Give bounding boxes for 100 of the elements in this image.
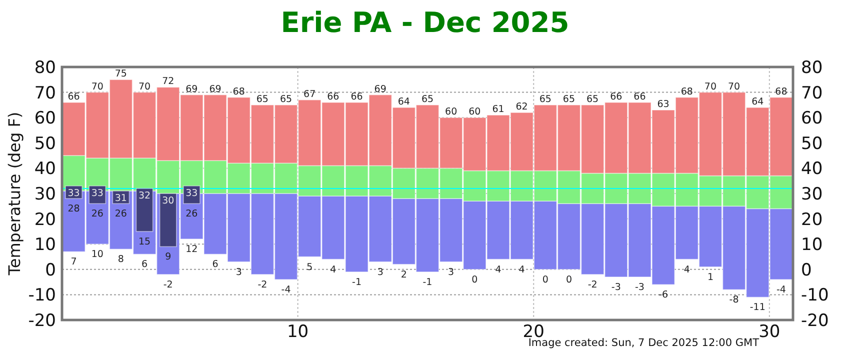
y2-tick-label: 70 (801, 83, 823, 104)
annotation: 8 (118, 254, 124, 266)
annotation: 26 (91, 208, 104, 220)
annotation: -2 (588, 279, 598, 290)
data-label: 66 (327, 91, 340, 102)
data-label: 64 (752, 96, 764, 108)
data-label: 70 (704, 81, 717, 92)
data-label: 65 (586, 94, 599, 105)
data-label: 66 (634, 91, 646, 102)
annotation: -4 (776, 284, 786, 296)
data-label: 32 (138, 190, 151, 202)
annotation: 4 (330, 264, 336, 276)
data-label: 65 (539, 94, 552, 105)
annotation: 6 (142, 259, 148, 270)
data-label: 62 (516, 102, 528, 113)
data-label: 31 (114, 192, 127, 204)
y-tick-label: 10 (34, 235, 56, 256)
y2-tick-label: -20 (801, 311, 829, 331)
data-label: 68 (680, 86, 693, 98)
annotation: 9 (165, 252, 172, 263)
annotation: -2 (258, 279, 268, 290)
annotation: -3 (611, 282, 621, 293)
y-tick-label: 0 (45, 260, 56, 280)
annotation: 4 (495, 264, 502, 276)
data-label: 33 (91, 188, 104, 199)
annotation: 0 (472, 274, 478, 286)
annotation: 26 (114, 208, 127, 220)
data-label: 65 (562, 94, 576, 105)
data-label: 33 (186, 188, 198, 199)
annotation: 3 (448, 266, 454, 278)
y2-tick-label: 0 (801, 260, 812, 280)
annotation: 10 (91, 249, 104, 260)
y-tick-label: -10 (28, 286, 56, 306)
data-label: 66 (350, 91, 363, 102)
annotation: 5 (306, 262, 313, 273)
data-label: 68 (232, 86, 245, 98)
annotation: 4 (518, 264, 525, 276)
annotation: 0 (542, 274, 548, 286)
annotation: 26 (186, 208, 198, 220)
data-label: 70 (91, 81, 104, 92)
data-label: 75 (114, 68, 127, 80)
data-label: 33 (68, 188, 80, 199)
data-label: 67 (304, 88, 316, 100)
y2-tick-label: -10 (801, 286, 829, 306)
data-label: 64 (398, 96, 410, 108)
data-label: 72 (162, 76, 174, 88)
y-axis-title: Temperature (deg F) (5, 112, 24, 276)
data-label: 68 (775, 86, 788, 98)
data-label: 69 (186, 84, 198, 95)
data-label: 60 (445, 106, 458, 118)
y2-tick-label: 60 (801, 108, 823, 129)
data-label: 65 (256, 94, 268, 105)
annotation: -1 (352, 276, 362, 288)
annotation: -4 (281, 284, 291, 296)
annotation: -6 (658, 290, 668, 301)
data-label: 66 (610, 91, 622, 102)
y2-tick-label: 20 (801, 210, 823, 230)
y2-tick-label: 40 (801, 159, 823, 180)
y2-tick-label: 10 (801, 235, 823, 256)
data-label: 65 (421, 94, 434, 105)
x-tick-label: 30 (758, 322, 780, 342)
annotation: -2 (163, 279, 173, 290)
annotation: -3 (634, 282, 644, 293)
annotation: 15 (138, 236, 151, 248)
y2-tick-label: 50 (801, 134, 823, 154)
y-tick-label: 30 (34, 184, 56, 204)
annotation: 28 (68, 204, 80, 215)
y-tick-label: 40 (34, 159, 56, 180)
annotation: 12 (186, 244, 198, 256)
data-label: 63 (657, 99, 670, 110)
data-label: 61 (492, 104, 504, 116)
annotation: 4 (684, 264, 690, 276)
chart-title: Erie PA - Dec 2025 (280, 6, 570, 39)
annotation: 7 (70, 256, 77, 268)
data-label: 70 (138, 81, 151, 92)
data-label: 66 (68, 91, 80, 102)
annotation: 2 (400, 269, 407, 280)
y-tick-label: 20 (34, 210, 56, 230)
annotation: -1 (422, 276, 432, 288)
x-tick-label: 10 (286, 322, 309, 342)
annotation: 0 (566, 274, 572, 286)
annotation: 6 (212, 259, 218, 270)
annotation: 3 (236, 266, 242, 278)
annotation: -11 (750, 302, 766, 314)
annotation: 1 (707, 272, 714, 283)
y2-tick-label: 30 (801, 184, 823, 204)
y-tick-label: 50 (34, 134, 56, 154)
y-tick-label: 70 (34, 83, 56, 104)
y-tick-label: 60 (34, 108, 56, 129)
data-label: 69 (374, 84, 386, 95)
y2-tick-label: 80 (801, 58, 823, 78)
data-label: 65 (280, 94, 292, 105)
data-label: 60 (468, 106, 481, 118)
data-label: 69 (209, 84, 222, 95)
annotation: -8 (729, 294, 739, 306)
data-label: 70 (728, 81, 740, 92)
y-tick-label: 80 (34, 58, 56, 78)
y-tick-label: -20 (28, 311, 56, 331)
data-label: 30 (162, 196, 174, 206)
annotation: 3 (377, 266, 384, 278)
